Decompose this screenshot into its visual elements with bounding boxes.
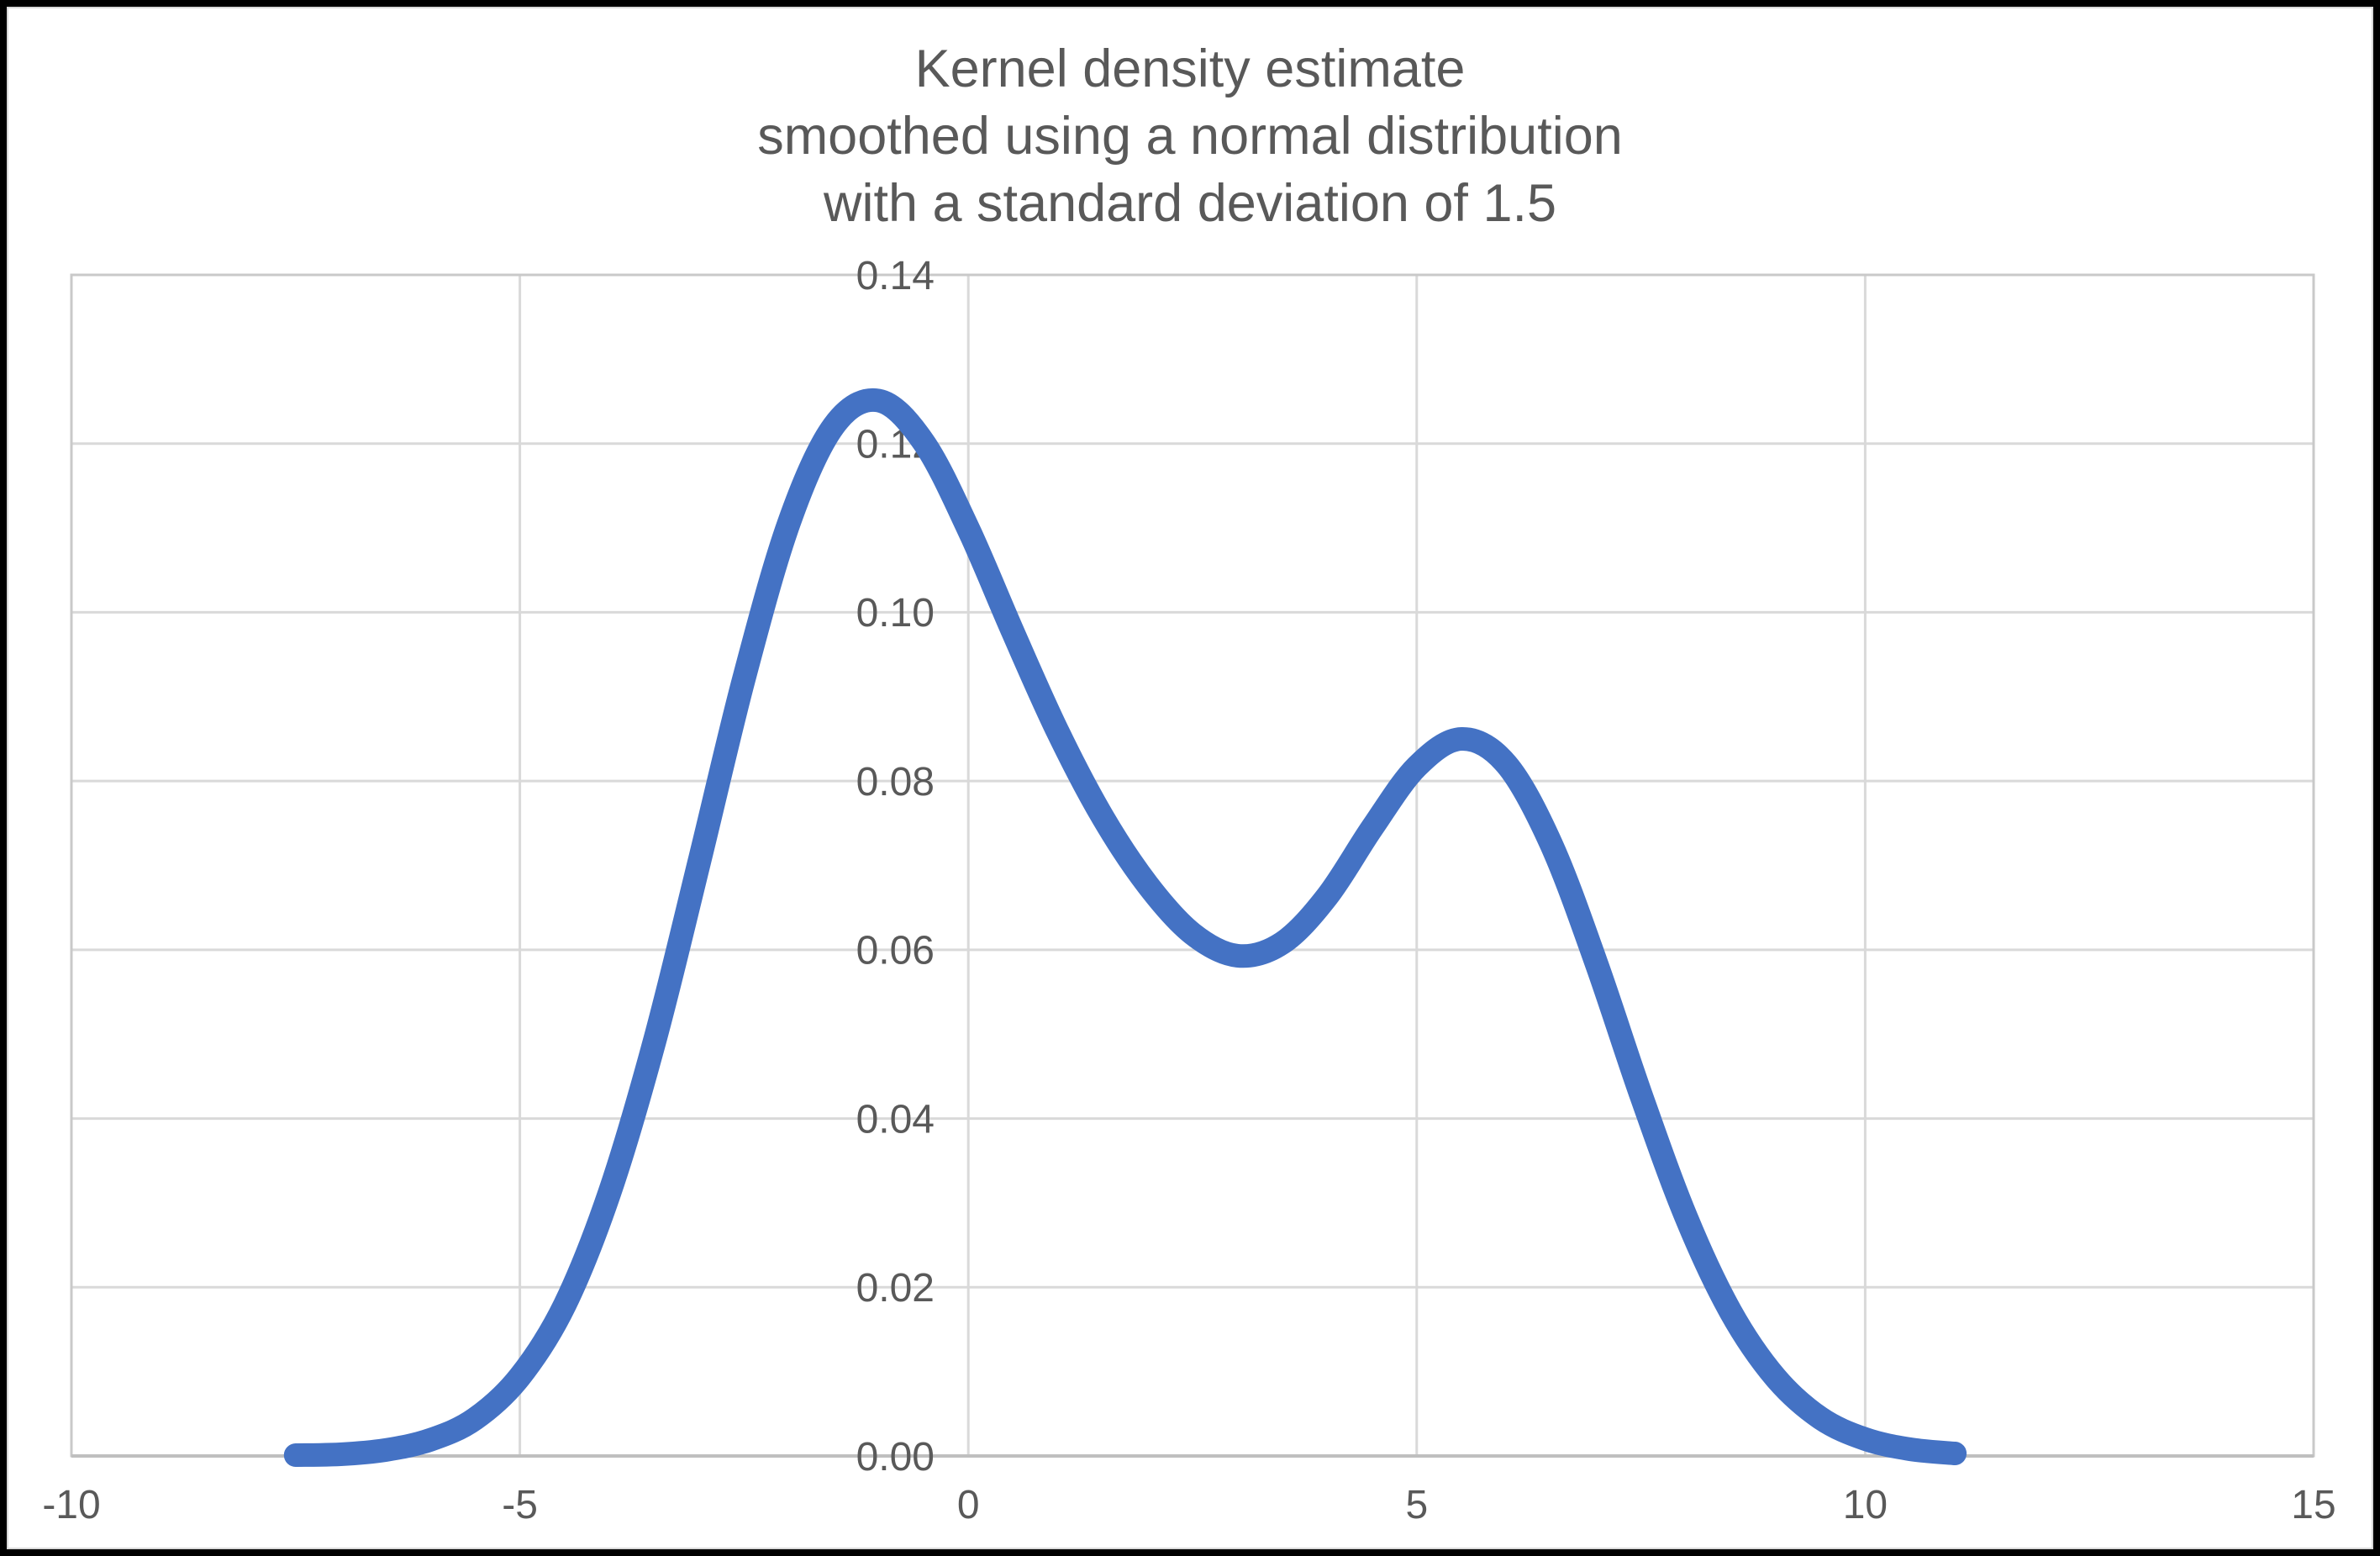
x-tick-label: -10 bbox=[42, 1483, 100, 1527]
y-tick-label: 0.02 bbox=[856, 1266, 935, 1311]
y-tick-label: 0.06 bbox=[856, 929, 935, 973]
x-tick-label: -5 bbox=[502, 1483, 538, 1527]
kde-curve bbox=[283, 388, 1967, 1467]
y-tick-label: 0.08 bbox=[856, 760, 935, 804]
x-tick-label: 0 bbox=[957, 1483, 980, 1527]
y-tick-label: 0.14 bbox=[856, 254, 935, 298]
y-tick-label: 0.10 bbox=[856, 591, 935, 636]
y-tick-label: 0.00 bbox=[856, 1435, 935, 1480]
x-tick-label: 10 bbox=[1843, 1483, 1888, 1527]
x-tick-label: 5 bbox=[1405, 1483, 1428, 1527]
plot-area-border bbox=[70, 273, 2315, 1458]
kde-chart: 0.000.020.040.060.080.100.120.14-10 -5 0 5 1… bbox=[7, 7, 2373, 1549]
y-tick-label: 0.04 bbox=[856, 1097, 935, 1142]
x-tick-label: 15 bbox=[2291, 1483, 2335, 1527]
chart-area-border bbox=[7, 7, 2373, 1549]
